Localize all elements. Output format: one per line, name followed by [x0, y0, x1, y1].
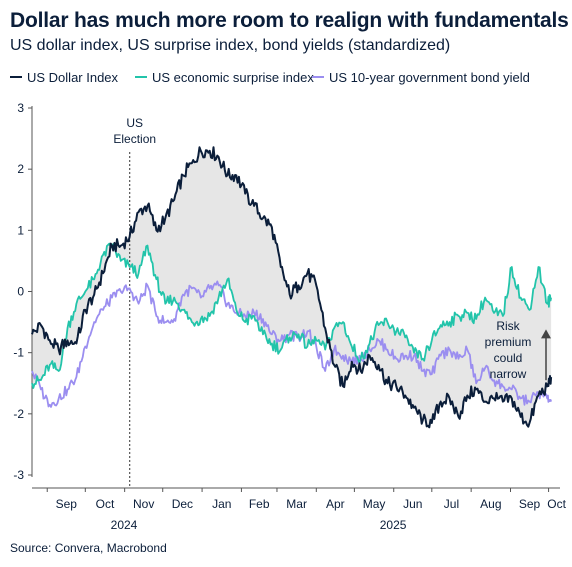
x-tick-label: Aug	[480, 497, 501, 511]
chart-title: Dollar has much more room to realign wit…	[10, 9, 569, 32]
legend-label-bond-yield: US 10-year government bond yield	[329, 69, 530, 85]
legend-swatch-surprise-index	[135, 76, 147, 78]
legend-swatch-dollar-index	[10, 76, 22, 78]
x-tick-label: Oct	[96, 497, 115, 511]
dollar-index-line	[31, 146, 553, 429]
shaded-gap-area	[32, 147, 552, 428]
legend-item-surprise-index: US economic surprise index	[135, 68, 314, 86]
x-tick-label: Sep	[56, 497, 78, 511]
election-annotation-line: US	[126, 116, 143, 130]
legend-item-dollar-index: US Dollar Index	[10, 68, 118, 86]
source-note: Source: Convera, Macrobond	[10, 541, 167, 555]
year-label: 2025	[380, 518, 407, 532]
bond-yield-line	[31, 280, 552, 408]
risk-annotation-line: narrow	[490, 367, 527, 381]
surprise-index-line	[31, 242, 552, 389]
x-tick-label: Sep	[519, 497, 541, 511]
legend-label-dollar-index: US Dollar Index	[27, 69, 119, 85]
y-tick-label: 3	[17, 101, 24, 115]
chart-subtitle: US dollar index, US surprise index, bond…	[10, 37, 451, 54]
x-tick-label: Jun	[403, 497, 422, 511]
risk-arrow-head	[541, 329, 551, 339]
legend-item-bond-yield: US 10-year government bond yield	[312, 68, 530, 86]
x-tick-label: May	[363, 497, 386, 511]
y-tick-label: 2	[17, 162, 24, 176]
year-label: 2024	[111, 518, 138, 532]
y-tick-label: -2	[13, 407, 24, 421]
risk-annotation-line: premium	[485, 335, 532, 349]
legend-label-surprise-index: US economic surprise index	[152, 69, 314, 85]
y-tick-label: -1	[13, 346, 24, 360]
x-tick-label: Jan	[212, 497, 231, 511]
x-tick-label: Dec	[172, 497, 193, 511]
x-tick-label: Mar	[286, 497, 307, 511]
risk-annotation-line: could	[494, 351, 523, 365]
y-tick-label: 1	[17, 223, 24, 237]
risk-annotation-line: Risk	[496, 319, 520, 333]
chart-legend: US Dollar Index US economic surprise ind…	[10, 68, 566, 86]
x-tick-label: Jul	[444, 497, 459, 511]
x-tick-label: Feb	[249, 497, 270, 511]
x-tick-label: Apr	[326, 497, 345, 511]
x-tick-label: Nov	[133, 497, 154, 511]
legend-swatch-bond-yield	[312, 76, 324, 78]
y-tick-label: -3	[13, 468, 24, 482]
y-tick-label: 0	[17, 285, 24, 299]
x-tick-label: Oct	[547, 497, 566, 511]
election-annotation-line: Election	[113, 132, 156, 146]
